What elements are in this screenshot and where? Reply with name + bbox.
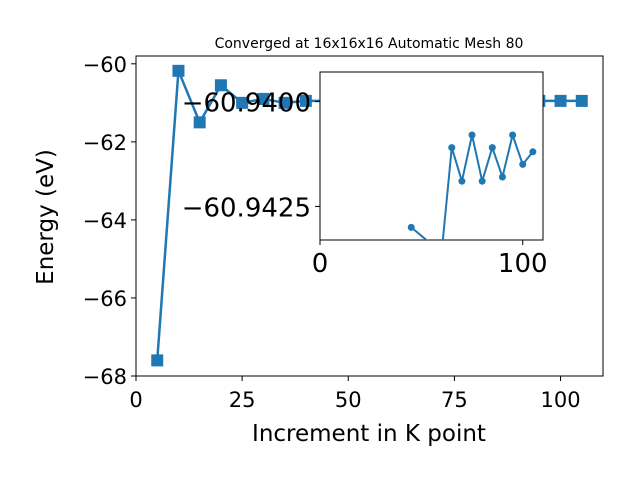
main-data-point: [236, 96, 249, 109]
main-data-point: [299, 94, 312, 107]
main-plot-frame: [135, 55, 604, 377]
main-data-point: [257, 92, 270, 105]
x-tick-label: 25: [229, 388, 256, 412]
inset-data-point: [468, 131, 476, 139]
main-data-point: [193, 116, 206, 129]
y-tick-label: −68: [83, 365, 127, 389]
x-axis-label: Increment in K point: [252, 421, 486, 447]
main-data-point: [151, 354, 164, 367]
y-tick-label: −64: [83, 209, 127, 233]
x-tick-label: 0: [129, 388, 142, 412]
inset-x-tick-label: 100: [498, 249, 548, 279]
inset-data-point: [488, 144, 496, 152]
inset-data-point: [529, 148, 537, 156]
main-data-point: [214, 79, 227, 92]
x-tick-label: 50: [335, 388, 362, 412]
y-tick-label: −60: [83, 53, 127, 77]
inset-y-tick-label: −60.9400: [182, 88, 311, 118]
main-data-point: [172, 64, 185, 77]
inset-data-point: [448, 144, 456, 152]
inset-data-point: [458, 177, 466, 185]
inset-y-tick-label: −60.9425: [182, 193, 311, 223]
x-tick-label: 100: [540, 388, 580, 412]
y-tick-label: −66: [83, 287, 127, 311]
inset-x-tick-label: 0: [312, 249, 329, 279]
main-data-point: [278, 96, 291, 109]
main-data-point: [575, 94, 588, 107]
chart-title: Converged at 16x16x16 Automatic Mesh 80: [215, 36, 524, 52]
y-tick-label: −62: [83, 131, 127, 155]
inset-data-point: [509, 131, 517, 139]
inset-plot-frame: [319, 71, 544, 241]
inset-data-point: [498, 173, 506, 181]
inset-data-point: [407, 223, 415, 231]
y-axis-label: Energy (eV): [33, 149, 59, 285]
inset-data-point: [478, 177, 486, 185]
inset-data-point: [519, 160, 527, 168]
x-tick-label: 75: [441, 388, 468, 412]
main-data-point: [554, 94, 567, 107]
